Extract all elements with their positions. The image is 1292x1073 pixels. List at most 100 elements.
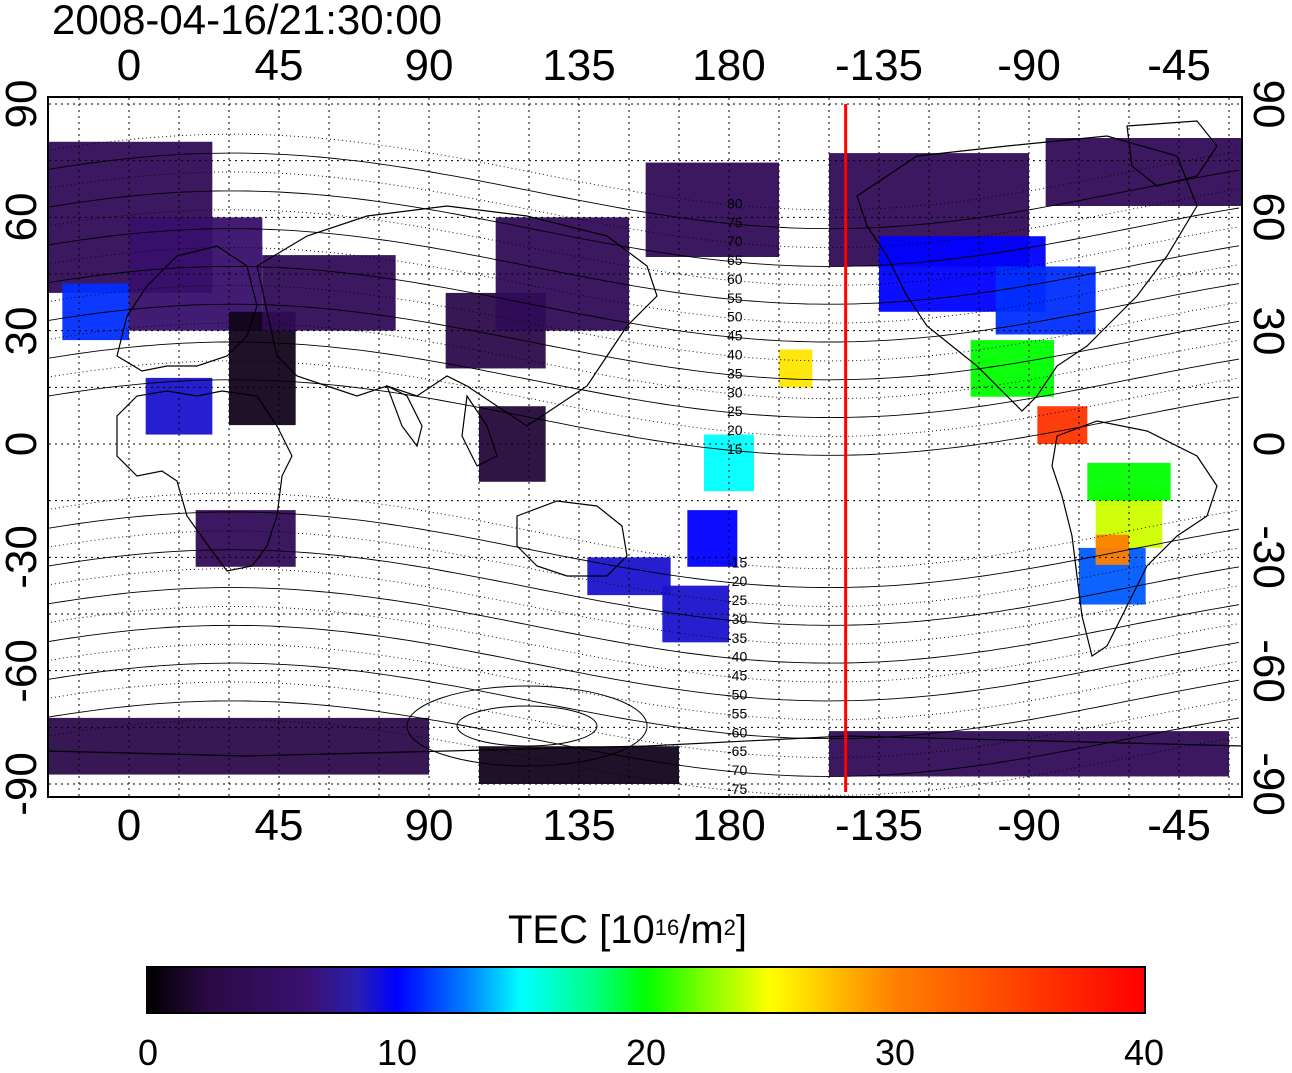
longitude-tick-label: -90 [997, 41, 1061, 90]
contour-line [47, 379, 1240, 456]
latitude-tick-label: 0 [0, 431, 46, 457]
contour-label: 35 [727, 365, 743, 381]
longitude-tick-label: 135 [542, 41, 616, 90]
longitude-tick-label: 90 [404, 41, 454, 90]
colorbar-title: TEC [1016/m2] [508, 906, 747, 954]
contour-label: -70 [727, 762, 747, 778]
tec-patch [1037, 406, 1088, 444]
coastline-india [385, 384, 423, 448]
contour-label: 20 [727, 422, 743, 438]
contour-label: 30 [727, 384, 743, 400]
contour-label: 60 [727, 271, 743, 287]
coastline-south-america [1051, 420, 1218, 657]
longitude-tick-label: -135 [834, 801, 924, 850]
longitude-tick-label: 135 [542, 801, 616, 850]
colorbar-title-main: TEC [10 [508, 908, 655, 952]
contour-label: -60 [727, 724, 747, 740]
colorbar-tick-label: 0 [137, 1032, 159, 1073]
contour-line [47, 662, 1240, 740]
longitude-tick-label: 0 [116, 41, 142, 90]
tec-patch [1045, 138, 1243, 206]
tec-world-map: 80 75 70 65 60 55 50 45 40 35 30 25 20 15 -15 -20 -25 -30… [47, 96, 1243, 798]
longitude-tick-label: -45 [1147, 801, 1211, 850]
magnetic-latitude-contours: 80 75 70 65 60 55 50 45 40 35 30 25 20 15 -15 -20 -25 -30… [47, 133, 1240, 797]
contour-line [47, 190, 1240, 267]
contour-line [47, 624, 1240, 702]
contour-line [47, 511, 1240, 589]
contour-line [47, 303, 1240, 381]
tec-colorbar [146, 966, 1146, 1014]
tec-patch [1095, 534, 1129, 565]
contour-line [47, 265, 1240, 343]
contour-label: -45 [727, 668, 747, 684]
tec-patch [645, 162, 779, 257]
map-frame [47, 96, 1243, 798]
colorbar-tick-label: 10 [376, 1032, 418, 1073]
contour-label: -15 [727, 554, 747, 570]
longitude-tick-label: -135 [834, 41, 924, 90]
contour-label: 15 [727, 441, 743, 457]
tec-patch [47, 717, 429, 775]
coastline-asia [256, 205, 658, 427]
contour-label: 55 [727, 290, 743, 306]
contour-label: -20 [727, 573, 747, 589]
longitude-tick-label: -90 [997, 801, 1061, 850]
coastline-australia [516, 500, 628, 577]
latitude-tick-label: -30 [1244, 525, 1292, 590]
tec-patch [995, 266, 1096, 335]
contour-label: 50 [727, 309, 743, 325]
contour-line [47, 152, 1240, 230]
tec-patch [662, 585, 729, 643]
contour-label: -25 [727, 592, 747, 608]
contour-label: -75 [727, 781, 747, 797]
longitude-tick-label: -45 [1147, 41, 1211, 90]
tec-patch [779, 349, 813, 388]
colorbar-title-unit-exponent: 2 [723, 915, 736, 940]
contour-label: 25 [727, 403, 743, 419]
latitude-tick-label: 30 [1244, 306, 1292, 356]
colorbar-title-unit: /m [679, 908, 724, 952]
colorbar-title-end: ] [735, 908, 748, 952]
longitude-tick-label: 180 [692, 41, 766, 90]
latitude-tick-label: 60 [0, 192, 46, 242]
coastlines [47, 120, 1243, 757]
contour-ellipse [456, 705, 598, 747]
contour-label: 40 [727, 347, 743, 363]
tec-data-patches [47, 138, 1243, 784]
contour-label: -50 [727, 687, 747, 703]
latitude-tick-label: -90 [0, 752, 46, 816]
contour-line [47, 700, 1240, 777]
coastline-greenland [1126, 120, 1218, 187]
latitude-tick-label: 90 [1244, 79, 1292, 129]
colorbar-tick-label: 20 [625, 1032, 667, 1073]
contour-label: -30 [727, 611, 747, 627]
contour-line [47, 643, 1240, 721]
latitude-tick-label: 0 [1244, 431, 1292, 457]
colorbar-title-exponent: 16 [654, 915, 680, 940]
latitude-tick-label: 90 [0, 79, 46, 129]
coastline-se-asia [461, 394, 498, 467]
latitude-tick-label: 60 [1244, 192, 1292, 242]
contour-label: 45 [727, 328, 743, 344]
latitude-tick-label: 30 [0, 306, 46, 356]
latitude-tick-label: -60 [0, 638, 46, 703]
contour-label: 80 [727, 195, 743, 211]
latitude-tick-label: -60 [1244, 638, 1292, 703]
longitude-tick-label: 90 [404, 801, 454, 850]
contour-line [47, 228, 1240, 305]
colorbar-tick-label: 30 [874, 1032, 916, 1073]
coastline-africa [116, 390, 293, 572]
contour-label: -55 [727, 705, 747, 721]
longitude-tick-label: 0 [116, 801, 142, 850]
contour-line [47, 549, 1240, 626]
coastline-north-america [856, 135, 1198, 412]
longitude-tick-label: 45 [254, 801, 304, 850]
coastline-europe [116, 245, 258, 372]
tec-patch [195, 510, 296, 567]
latitude-tick-label: -90 [1244, 752, 1292, 816]
contour-line [47, 587, 1240, 664]
coastline-antarctica [47, 735, 1243, 757]
colorbar-tick-label: 40 [1123, 1032, 1165, 1073]
lat-lon-grid [49, 98, 1241, 796]
latitude-tick-label: -30 [0, 525, 46, 590]
